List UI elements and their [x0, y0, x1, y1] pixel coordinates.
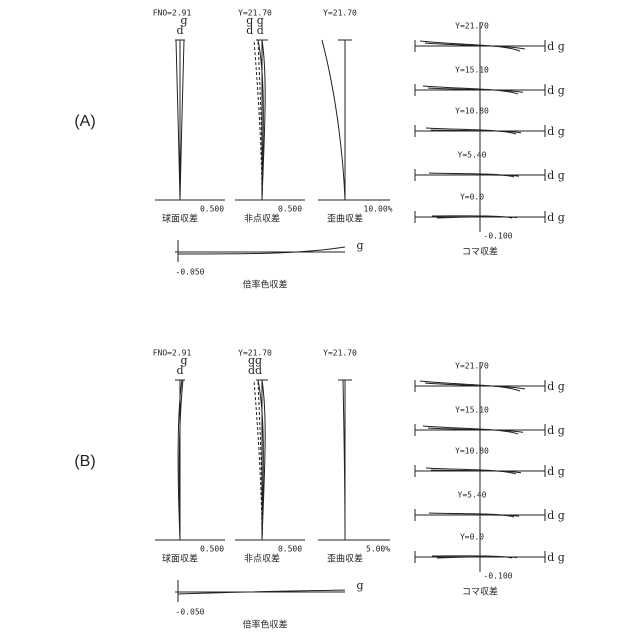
height: Y=10.80	[455, 447, 489, 456]
scale: 5.00%	[366, 545, 390, 554]
scale: 0.500	[200, 545, 224, 554]
line-label: d g	[547, 380, 565, 393]
line-label: d g	[547, 125, 565, 138]
height: Y=0.0	[460, 533, 484, 542]
scale: -0.050	[176, 268, 205, 277]
line-label: d g	[547, 551, 565, 564]
height: Y=10.80	[455, 107, 489, 116]
panel: (A)FNO=2.91gd0.500球面収差Y=21.70g gd d0.500…	[74, 9, 564, 291]
line-label: d g	[547, 211, 565, 224]
height: Y=15.10	[455, 406, 489, 415]
line-label: d g	[547, 169, 565, 182]
line-label: d g	[547, 465, 565, 478]
scale: 0.500	[278, 545, 302, 554]
line-label: dd	[248, 364, 262, 377]
height: Y=0.0	[460, 193, 484, 202]
panel: (B)FNO=2.91gd0.500球面収差Y=21.70ggdd0.500非点…	[74, 349, 564, 631]
height: Y=5.40	[458, 491, 487, 500]
line-label: d g	[547, 509, 565, 522]
line-label: d g	[547, 40, 565, 53]
caption: コマ収差	[462, 586, 498, 598]
curve	[176, 40, 180, 200]
caption: 球面収差	[162, 213, 198, 225]
curve	[178, 247, 345, 254]
height: Y=21.70	[323, 349, 357, 358]
line-label: d	[176, 24, 183, 37]
caption: 倍率色収差	[242, 279, 287, 291]
scale: 0.500	[278, 205, 302, 214]
caption: 非点収差	[244, 553, 280, 565]
line-label: g	[356, 579, 363, 592]
line-label: d	[176, 364, 183, 377]
caption: 歪曲収差	[327, 553, 363, 565]
height: Y=21.70	[455, 22, 489, 31]
panel-label: (A)	[74, 113, 95, 130]
height: Y=5.40	[458, 151, 487, 160]
curve	[180, 40, 184, 200]
height: Y=21.70	[455, 362, 489, 371]
caption: 非点収差	[244, 213, 280, 225]
caption: 歪曲収差	[327, 213, 363, 225]
scale: -0.050	[176, 608, 205, 617]
scale: 0.500	[200, 205, 224, 214]
line-label: d d	[246, 24, 264, 37]
caption: 倍率色収差	[242, 619, 287, 631]
line-label: g	[356, 239, 363, 252]
caption: 球面収差	[162, 553, 198, 565]
caption: コマ収差	[462, 246, 498, 258]
height: Y=21.70	[323, 9, 357, 18]
height: Y=15.10	[455, 66, 489, 75]
figure: (A)FNO=2.91gd0.500球面収差Y=21.70g gd d0.500…	[0, 0, 640, 640]
curve	[322, 40, 345, 200]
scale: -0.100	[484, 232, 513, 241]
scale: 10.00%	[364, 205, 393, 214]
line-label: d g	[547, 424, 565, 437]
panel-label: (B)	[74, 453, 95, 470]
line-label: d g	[547, 84, 565, 97]
scale: -0.100	[484, 572, 513, 581]
